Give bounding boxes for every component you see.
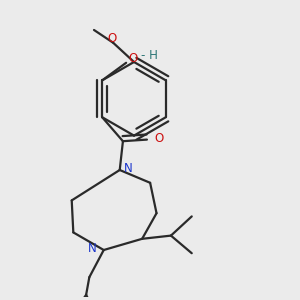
Text: O: O (154, 132, 163, 145)
Text: O: O (129, 52, 138, 65)
Text: O: O (107, 32, 116, 45)
Text: N: N (124, 162, 132, 175)
Text: - H: - H (140, 49, 158, 62)
Text: N: N (88, 242, 97, 255)
